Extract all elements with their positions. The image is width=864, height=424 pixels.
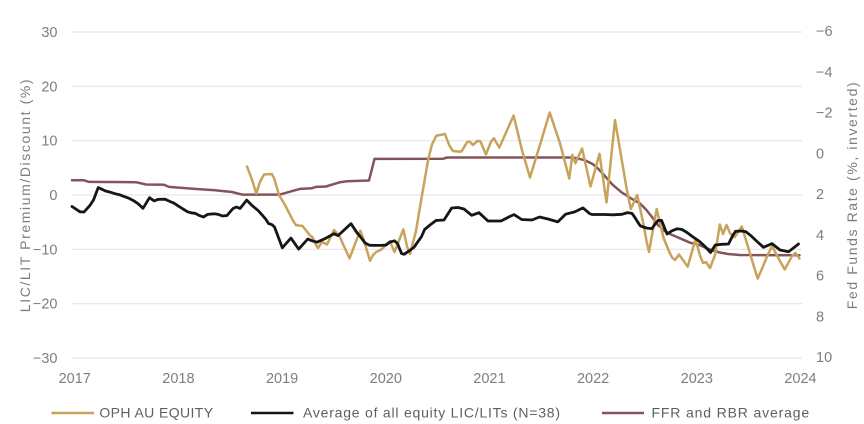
svg-text:8: 8 [816, 309, 824, 325]
svg-text:−20: −20 [33, 297, 58, 313]
svg-text:0: 0 [816, 146, 824, 162]
svg-text:2: 2 [816, 187, 824, 203]
svg-text:2018: 2018 [162, 371, 194, 387]
svg-text:10: 10 [41, 134, 57, 150]
svg-text:2020: 2020 [370, 371, 402, 387]
svg-text:OPH AU EQUITY: OPH AU EQUITY [99, 405, 213, 421]
svg-text:LIC/LIT Premium/Discount (%): LIC/LIT Premium/Discount (%) [17, 78, 33, 312]
svg-text:2023: 2023 [681, 371, 713, 387]
svg-text:2024: 2024 [784, 371, 816, 387]
svg-text:2017: 2017 [59, 371, 91, 387]
svg-text:2021: 2021 [473, 371, 505, 387]
svg-text:Average of all equity LIC/LITs: Average of all equity LIC/LITs (N=38) [303, 405, 561, 421]
svg-text:2022: 2022 [577, 371, 609, 387]
svg-text:20: 20 [41, 79, 57, 95]
svg-text:6: 6 [816, 269, 824, 285]
svg-text:FFR and RBR average: FFR and RBR average [652, 405, 811, 421]
svg-text:10: 10 [816, 350, 832, 366]
svg-text:30: 30 [41, 25, 57, 41]
svg-text:−30: −30 [33, 351, 58, 367]
svg-text:4: 4 [816, 228, 824, 244]
svg-text:2019: 2019 [266, 371, 298, 387]
svg-text:−2: −2 [816, 106, 833, 122]
svg-text:Fed Funds Rate (%, inverted): Fed Funds Rate (%, inverted) [844, 81, 860, 309]
svg-text:−4: −4 [816, 65, 833, 81]
svg-text:−6: −6 [816, 24, 833, 40]
svg-text:−10: −10 [33, 242, 58, 258]
svg-text:0: 0 [49, 188, 57, 204]
